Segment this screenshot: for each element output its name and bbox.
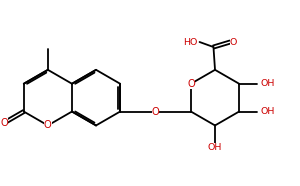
Text: HO: HO — [183, 38, 197, 46]
Text: OH: OH — [261, 107, 275, 116]
Text: OH: OH — [208, 142, 222, 152]
Text: O: O — [230, 38, 237, 46]
Text: O: O — [152, 107, 159, 117]
Text: O: O — [44, 121, 52, 130]
Text: O: O — [0, 118, 8, 128]
Text: O: O — [187, 79, 195, 89]
Text: OH: OH — [261, 79, 275, 88]
